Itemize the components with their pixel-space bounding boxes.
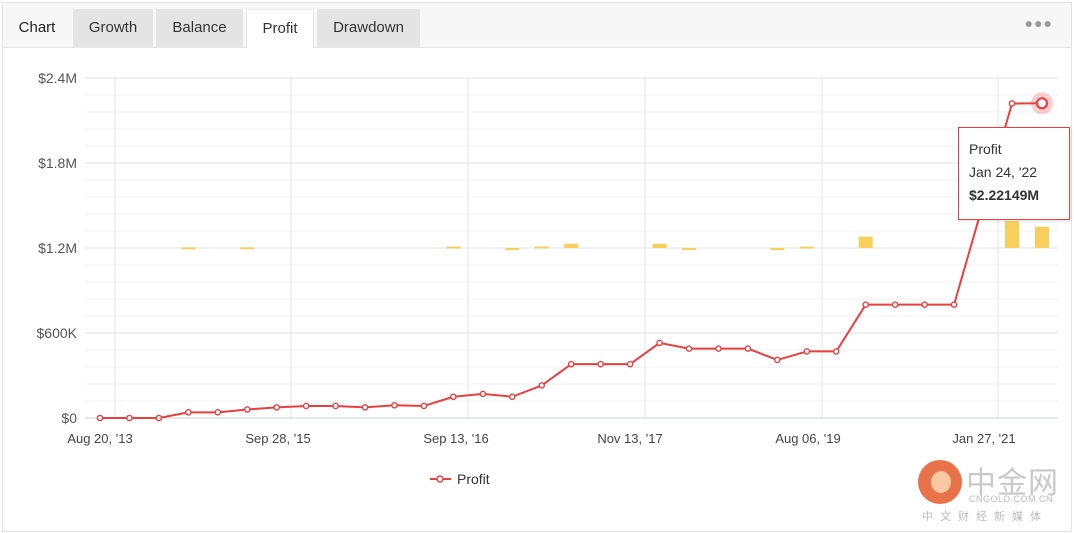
data-point[interactable] [273,404,281,411]
data-point[interactable] [715,345,722,352]
bar-mark [858,236,873,248]
bar-mark [652,243,667,248]
tab-growth[interactable]: Growth [73,9,153,47]
chart-grid [85,77,1058,419]
data-point[interactable] [597,360,604,368]
data-point[interactable] [155,414,163,422]
data-point[interactable] [567,360,575,368]
y-tick-label: $2.4M [38,70,77,86]
y-axis-ticks: $0 $600K $1.2M $1.8M $2.4M [37,70,78,426]
data-point[interactable] [450,393,457,401]
chart-bars [181,221,1049,251]
watermark-url: CNGOLD.COM.CN [969,494,1054,504]
tooltip-value: $2.22149M [969,187,1040,203]
data-point[interactable] [214,409,222,416]
bar-mark [505,248,520,250]
bar-mark [564,243,579,248]
bar-mark [682,248,696,250]
data-point[interactable] [803,348,811,355]
legend-marker-icon [436,475,444,483]
data-point[interactable] [656,339,663,347]
tooltip-series: Profit [969,141,1002,157]
more-dots-icon[interactable]: ●●● [1024,15,1053,31]
data-point[interactable] [96,414,104,422]
x-tick-label: Aug 20, '13 [67,431,132,446]
profit-line [96,92,1053,422]
data-point[interactable] [538,382,546,389]
watermark-title: 中金网 [966,466,1059,501]
cngold-logo-icon [918,460,962,504]
bar-mark [534,246,549,249]
data-point[interactable] [862,301,870,308]
data-point[interactable] [420,402,428,410]
data-point-active[interactable] [1035,97,1049,110]
bar-mark [181,247,196,250]
tab-bar: Chart Growth Balance Profit Drawdown ●●● [3,3,1071,48]
data-point[interactable] [1008,100,1016,107]
data-point[interactable] [185,409,192,416]
y-tick-label: $1.8M [38,155,77,171]
profit-line-path [100,102,1043,419]
data-point[interactable] [832,348,840,355]
data-point[interactable] [626,360,634,368]
data-point[interactable] [479,390,487,398]
data-point[interactable] [774,356,781,364]
data-point[interactable] [332,402,339,410]
bar-mark [1035,226,1049,248]
legend-label-profit: Profit [457,471,490,487]
data-point[interactable] [302,402,310,410]
y-tick-label: $0 [61,410,77,426]
tab-balance[interactable]: Balance [156,9,243,47]
watermark-subtitle: 中文财经新媒体 [922,510,1048,523]
bar-mark [1005,221,1019,248]
data-point[interactable] [391,401,398,409]
data-point[interactable] [361,404,369,411]
data-point[interactable] [744,345,752,352]
x-tick-label: Sep 28, '15 [245,431,310,446]
data-point[interactable] [243,406,251,413]
data-point[interactable] [950,301,958,308]
x-tick-label: Nov 13, '17 [597,431,662,446]
x-tick-label: Aug 06, '19 [775,431,840,446]
y-tick-label: $600K [37,325,78,341]
data-point[interactable] [508,393,516,401]
data-point[interactable] [126,414,133,422]
cngold-watermark: 中金网 CNGOLD.COM.CN 中文财经新媒体 [916,458,1066,526]
tab-profit[interactable]: Profit [246,9,314,48]
chart-legend[interactable]: Profit [430,471,490,487]
data-point[interactable] [891,301,899,308]
bar-mark [799,246,814,249]
x-tick-label: Jan 27, '21 [952,431,1015,446]
bar-mark [770,248,785,251]
x-axis-ticks: Aug 20, '13 Sep 28, '15 Sep 13, '16 Nov 13,… [67,431,1015,446]
bar-mark [446,246,461,249]
tooltip-date: Jan 24, '22 [969,164,1038,180]
chart-tab-title: Chart [3,9,71,47]
x-tick-label: Sep 13, '16 [423,431,488,446]
data-point[interactable] [921,301,928,308]
bar-mark [240,247,255,250]
tab-drawdown[interactable]: Drawdown [317,9,420,47]
y-tick-label: $1.2M [38,240,77,256]
data-point[interactable] [685,345,693,352]
chart-tooltip: Profit Jan 24, '22 $2.22149M [958,127,1070,220]
